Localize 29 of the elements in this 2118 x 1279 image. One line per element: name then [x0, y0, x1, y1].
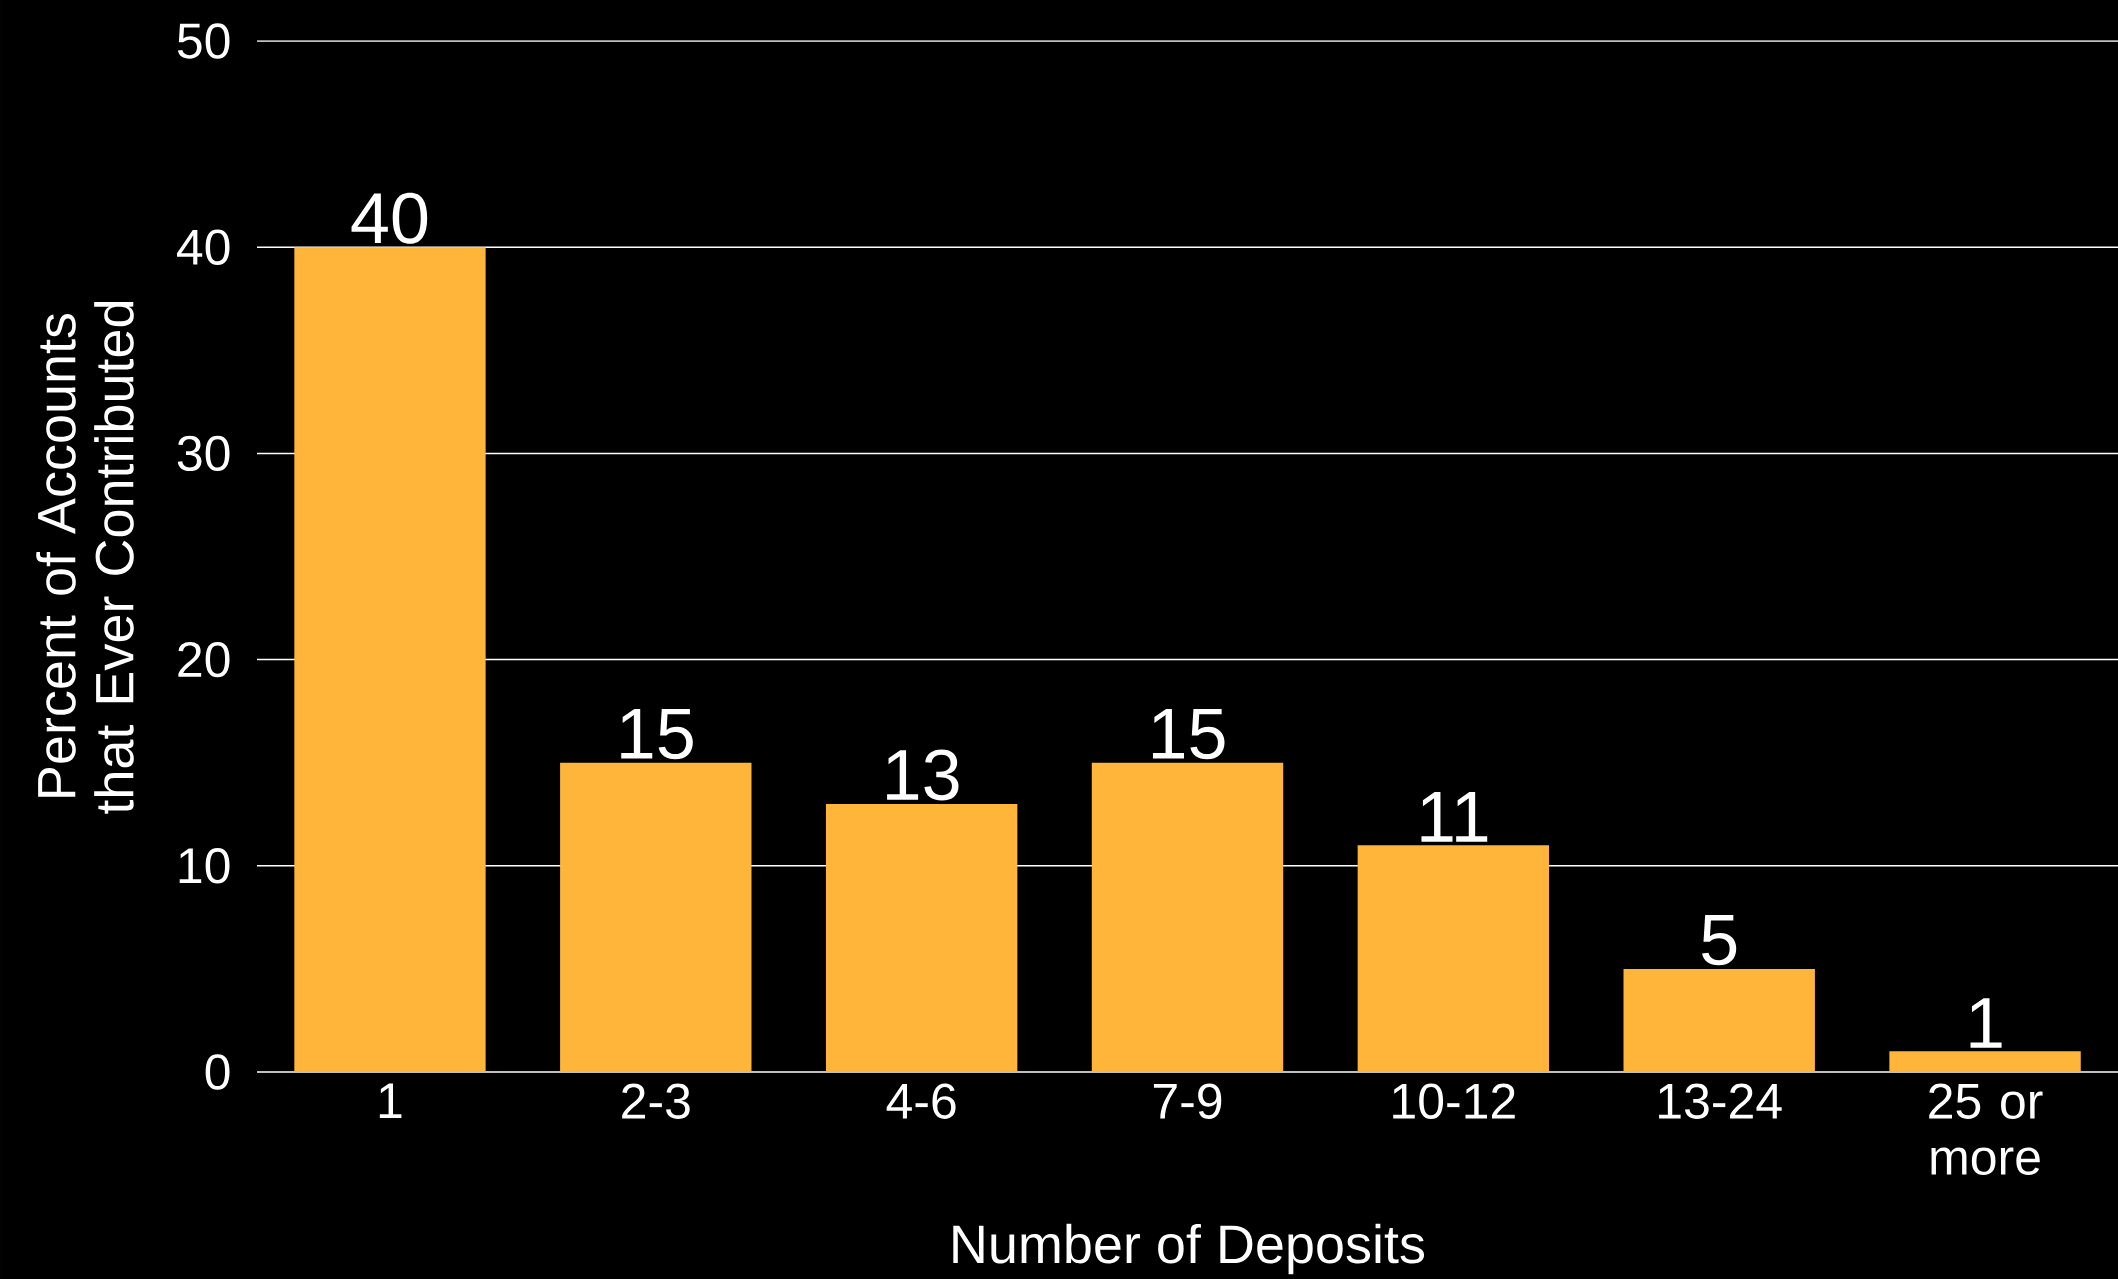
y-tick-label: 20	[178, 641, 230, 678]
y-tick-label: 0	[205, 1054, 230, 1090]
y-tick-label: 50	[177, 23, 230, 59]
data-label: 1	[1970, 998, 2002, 1048]
bar	[560, 762, 752, 1072]
data-label: 15	[1152, 708, 1225, 760]
x-axis-title: Number of Deposits	[953, 1223, 1425, 1275]
x-tick-label: 4-6	[886, 1083, 956, 1119]
data-label: 40	[351, 192, 428, 244]
y-tick-label: 40	[177, 229, 230, 265]
y-axis-title: Percent of Accounts that Ever Contributed	[36, 301, 134, 814]
bar	[294, 247, 486, 1072]
data-label: 5	[1702, 915, 1737, 966]
data-label: 15	[621, 708, 693, 760]
x-tick-label: 7-9	[1153, 1083, 1222, 1119]
y-tick-label: 30	[177, 435, 230, 472]
x-tick-label: 2-3	[622, 1083, 690, 1119]
bar	[1357, 845, 1550, 1072]
bar	[1091, 762, 1284, 1072]
x-tick-label: 25 or more	[1929, 1083, 2043, 1175]
bar	[1889, 1051, 2081, 1072]
x-tick-label: 10-12	[1393, 1083, 1515, 1119]
data-label: 11	[1421, 792, 1488, 842]
x-tick-label: 1	[379, 1083, 402, 1118]
bar	[1623, 968, 1815, 1072]
y-tick-label: 10	[179, 848, 230, 884]
bar	[825, 803, 1018, 1072]
x-tick-label: 13-24	[1659, 1083, 1782, 1119]
data-label: 13	[887, 749, 959, 801]
